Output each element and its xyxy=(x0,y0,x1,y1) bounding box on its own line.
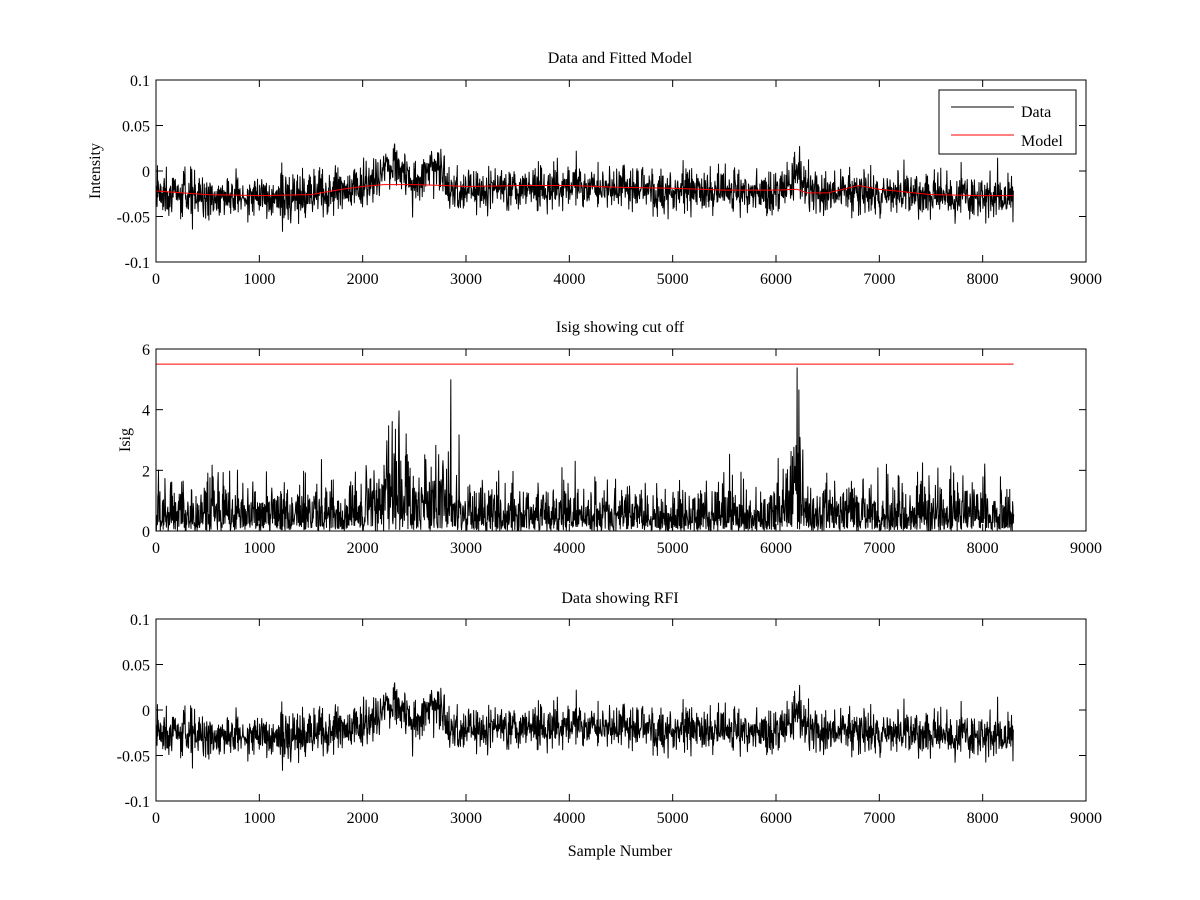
series-line-signal xyxy=(155,367,1015,531)
y-tick-label: 0.1 xyxy=(130,612,150,629)
x-tick-label: 8000 xyxy=(967,810,999,827)
x-tick-label: 7000 xyxy=(863,540,895,557)
x-tick-label: 0 xyxy=(152,540,160,557)
x-tick-label: 3000 xyxy=(450,810,482,827)
panel-2-series xyxy=(155,363,1015,531)
y-tick-label: -0.1 xyxy=(125,794,150,811)
x-tick-label: 1000 xyxy=(243,540,275,557)
x-tick-label: 5000 xyxy=(657,540,689,557)
panel-1-plot-area xyxy=(156,80,1086,262)
series-line-signal xyxy=(155,682,1015,771)
x-tick-label: 6000 xyxy=(760,540,792,557)
y-tick-label: -0.05 xyxy=(117,749,150,766)
x-tick-label: 9000 xyxy=(1070,540,1102,557)
panel-1-axes-box xyxy=(155,79,1087,263)
panel-3-ticks: 0 1000 2000 3000 4000 5000 6000 7000 8000 9000 -0.… xyxy=(117,612,1102,827)
x-tick-label: 1000 xyxy=(243,810,275,827)
x-tick-label: 2000 xyxy=(347,810,379,827)
y-tick-label: 2 xyxy=(142,463,150,480)
y-tick-label: 0.05 xyxy=(122,658,150,675)
x-tick-label: 8000 xyxy=(967,540,999,557)
x-tick-label: 2000 xyxy=(347,540,379,557)
x-tick-label: 6000 xyxy=(760,810,792,827)
y-tick-label: 0.1 xyxy=(130,73,150,90)
x-tick-label: 3000 xyxy=(450,540,482,557)
y-tick-label: 0 xyxy=(142,524,150,541)
panel-data-and-fitted-model: Data and Fitted Model Intensity 0 1000 200… xyxy=(87,50,1102,288)
x-tick-label: 3000 xyxy=(450,271,482,288)
panel-2-axes-box xyxy=(155,348,1087,532)
panel-3-axes-box xyxy=(155,618,1087,802)
series-line-model xyxy=(155,184,1014,197)
legend-label-data: Data xyxy=(1021,104,1051,121)
panel-isig-showing-cut-off: Isig showing cut off Isig 0 1000 2000 3000 4… xyxy=(117,319,1102,557)
legend: Data Model xyxy=(938,89,1077,155)
x-tick-label: 9000 xyxy=(1070,271,1102,288)
panel-1-title: Data and Fitted Model xyxy=(548,50,693,67)
x-tick-label: 5000 xyxy=(657,810,689,827)
x-tick-label: 6000 xyxy=(760,271,792,288)
x-tick-label: 1000 xyxy=(243,271,275,288)
panel-3-xlabel: Sample Number xyxy=(568,843,673,860)
x-tick-label: 0 xyxy=(152,271,160,288)
y-tick-label: 0.05 xyxy=(122,119,150,136)
panel-1-ticks: 0 1000 2000 3000 4000 5000 6000 7000 8000 9000 -0.… xyxy=(117,73,1102,288)
x-tick-label: 4000 xyxy=(553,810,585,827)
x-tick-label: 7000 xyxy=(863,810,895,827)
x-tick-label: 4000 xyxy=(553,540,585,557)
y-tick-label: 0 xyxy=(142,164,150,181)
legend-box xyxy=(938,89,1077,155)
legend-label-model: Model xyxy=(1021,133,1063,150)
panel-3-plot-area xyxy=(156,619,1086,801)
y-tick-label: -0.05 xyxy=(117,210,150,227)
panel-2-title: Isig showing cut off xyxy=(556,319,685,336)
x-tick-label: 2000 xyxy=(347,271,379,288)
y-tick-label: -0.1 xyxy=(125,255,150,272)
x-tick-label: 5000 xyxy=(657,271,689,288)
panel-2-ylabel: Isig xyxy=(117,428,134,452)
y-tick-label: 6 xyxy=(142,342,150,359)
panel-3-series xyxy=(155,682,1015,771)
panel-data-showing-rfi: Data showing RFI 0 1000 2000 3000 4000 5000 60… xyxy=(117,590,1102,860)
x-tick-label: 8000 xyxy=(967,271,999,288)
series-line-data xyxy=(155,143,1015,232)
panel-2-ticks: 0 1000 2000 3000 4000 5000 6000 7000 8000 9000 0 2 4… xyxy=(142,342,1102,557)
panel-3-title: Data showing RFI xyxy=(561,590,678,607)
x-tick-label: 7000 xyxy=(863,271,895,288)
y-tick-label: 0 xyxy=(142,703,150,720)
panel-1-series xyxy=(155,143,1015,232)
panel-2-plot-area xyxy=(156,349,1086,531)
y-tick-label: 4 xyxy=(142,403,150,420)
panel-1-ylabel: Intensity xyxy=(87,143,104,199)
x-tick-label: 0 xyxy=(152,810,160,827)
x-tick-label: 9000 xyxy=(1070,810,1102,827)
x-tick-label: 4000 xyxy=(553,271,585,288)
